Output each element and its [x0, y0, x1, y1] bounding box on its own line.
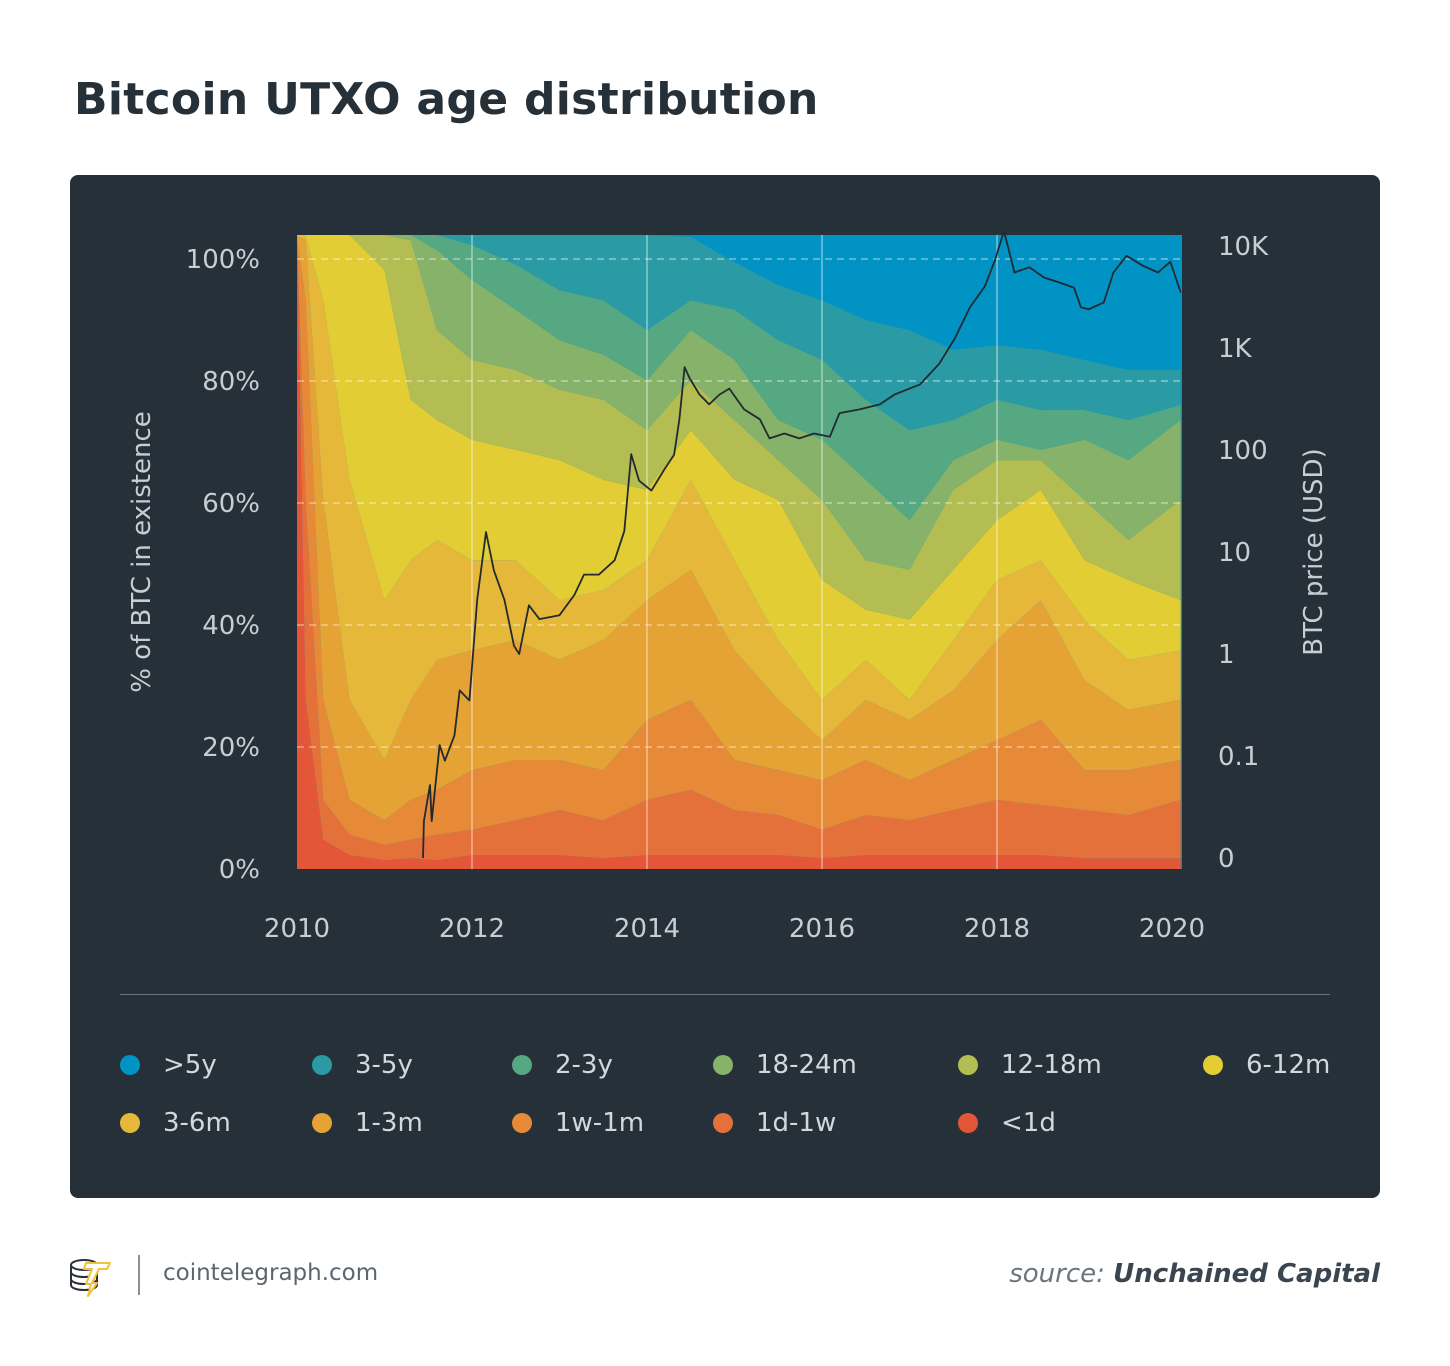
y2-tick-label: 100 — [1218, 436, 1268, 466]
legend-item: <1d — [958, 1108, 1056, 1138]
footer-divider — [138, 1255, 140, 1295]
btc-price-line — [422, 230, 1182, 859]
legend-label: 3-5y — [355, 1050, 413, 1080]
legend-dot-icon — [312, 1055, 332, 1075]
y2-tick-label: 1K — [1218, 334, 1253, 364]
area-band-3-6m — [297, 235, 1181, 760]
legend-dot-icon — [958, 1113, 978, 1133]
x-tick-label: 2010 — [264, 914, 330, 944]
x-tick-label: 2016 — [789, 914, 855, 944]
legend-label: 2-3y — [555, 1050, 613, 1080]
legend-item: 3-6m — [120, 1108, 231, 1138]
legend-label: <1d — [1001, 1108, 1056, 1138]
legend-item: 1d-1w — [713, 1108, 836, 1138]
x-tick-label: 2020 — [1139, 914, 1205, 944]
vertical-gridlines — [471, 235, 998, 869]
legend-label: 1w-1m — [555, 1108, 645, 1138]
chart-svg: 0% 20% 40% 60% 80% 100% 0 0.1 1 10 100 1K 10K 2010 201… — [127, 230, 1329, 944]
y-tick-label: 20% — [202, 733, 260, 763]
area-band-3-5y — [297, 235, 1181, 431]
axis-ticks: 0% 20% 40% 60% 80% 100% 0 0.1 1 10 100 1K 10K 2010 201… — [186, 232, 1269, 944]
source-credit: source: Unchained Capital — [1009, 1259, 1380, 1289]
legend-dot-icon — [512, 1055, 532, 1075]
legend-divider — [120, 994, 1330, 995]
footer-site-link[interactable]: cointelegraph.com — [163, 1260, 379, 1286]
legend-item: 12-18m — [958, 1050, 1102, 1080]
area-band--5y — [297, 235, 1181, 370]
x-tick-label: 2014 — [614, 914, 680, 944]
y2-tick-label: 10 — [1218, 538, 1251, 568]
legend-item: 3-5y — [312, 1050, 413, 1080]
y2-tick-label: 0 — [1218, 844, 1235, 874]
legend-item: 6-12m — [1203, 1050, 1330, 1080]
y-axis-label: % of BTC in existence — [127, 411, 157, 693]
y-tick-label: 60% — [202, 489, 260, 519]
x-tick-label: 2018 — [964, 914, 1030, 944]
x-tick-label: 2012 — [439, 914, 505, 944]
legend-item: 18-24m — [713, 1050, 857, 1080]
area-band-1-3m — [297, 236, 1181, 821]
legend-label: 1d-1w — [756, 1108, 837, 1138]
y2-tick-label: 0.1 — [1218, 742, 1259, 772]
legend-label: >5y — [163, 1050, 217, 1080]
legend-dot-icon — [120, 1055, 140, 1075]
area-band-1w-1m — [297, 236, 1181, 845]
legend-item: 1-3m — [312, 1108, 423, 1138]
area-band-2-3y — [297, 235, 1181, 521]
legend-item: 1w-1m — [512, 1108, 644, 1138]
horizontal-gridlines — [297, 258, 1182, 748]
legend-dot-icon — [958, 1055, 978, 1075]
area-band-6-12m — [297, 235, 1181, 700]
y-tick-label: 100% — [186, 245, 260, 275]
legend-label: 3-6m — [163, 1108, 231, 1138]
legend-dot-icon — [512, 1113, 532, 1133]
area-band-12-18m — [297, 235, 1181, 620]
legend-label: 1-3m — [355, 1108, 423, 1138]
y2-tick-label: 1 — [1218, 640, 1235, 670]
legend-dot-icon — [312, 1113, 332, 1133]
legend-item: >5y — [120, 1050, 217, 1080]
source-name: Unchained Capital — [1113, 1259, 1380, 1289]
legend-dot-icon — [713, 1055, 733, 1075]
legend-label: 12-18m — [1001, 1050, 1102, 1080]
legend-dot-icon — [120, 1113, 140, 1133]
legend-dot-icon — [713, 1113, 733, 1133]
legend-label: 6-12m — [1246, 1050, 1331, 1080]
y2-axis-label: BTC price (USD) — [1299, 448, 1329, 655]
y2-tick-label: 10K — [1218, 232, 1269, 262]
price-line-group — [422, 230, 1182, 859]
y-tick-label: 80% — [202, 367, 260, 397]
y-tick-label: 0% — [219, 855, 260, 885]
page-title: Bitcoin UTXO age distribution — [74, 74, 819, 125]
legend-label: 18-24m — [756, 1050, 857, 1080]
legend-dot-icon — [1203, 1055, 1223, 1075]
stacked-areas — [297, 235, 1182, 870]
legend-item: 2-3y — [512, 1050, 613, 1080]
cointelegraph-logo-icon — [70, 1259, 111, 1297]
source-prefix: source: — [1009, 1259, 1105, 1289]
y-tick-label: 40% — [202, 611, 260, 641]
